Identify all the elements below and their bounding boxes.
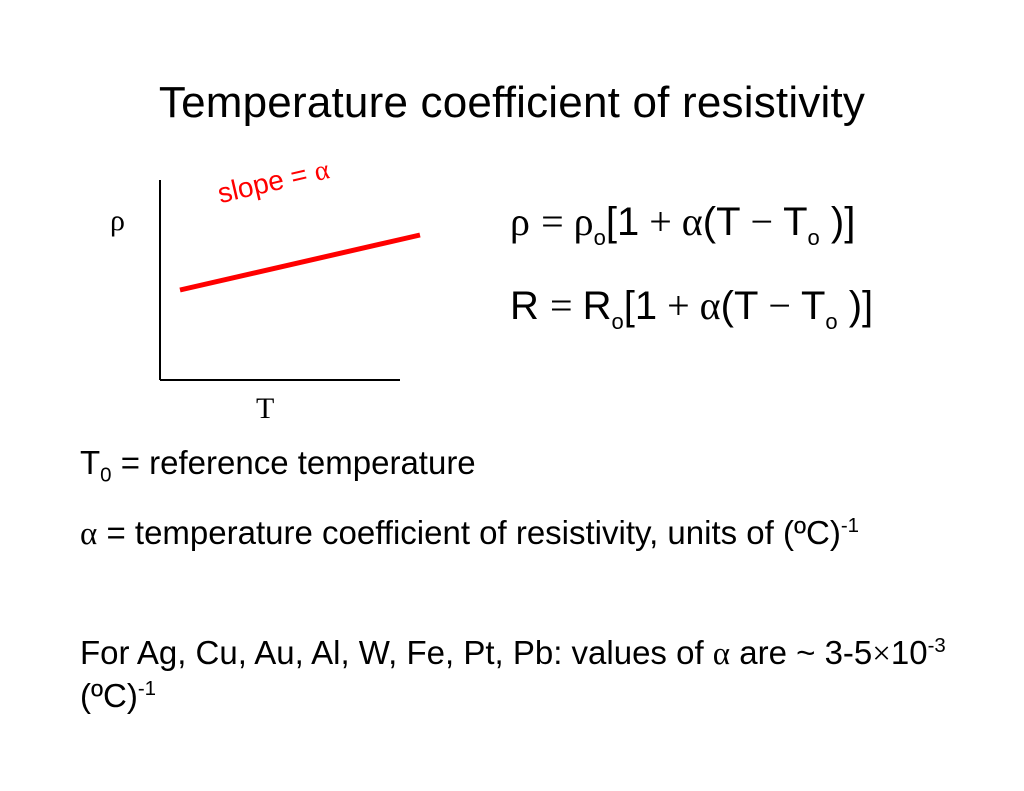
rho-lhs: ρ <box>510 199 530 244</box>
eq-equals: = <box>541 199 574 244</box>
eq-equals-2: = <box>550 283 583 328</box>
R-lhs: R <box>510 284 539 328</box>
equation-rho: ρ = ρo[1 + α(T − To )] <box>510 198 855 250</box>
R-bracket: [1 <box>624 284 657 328</box>
metals-base: 10 <box>891 634 928 671</box>
R-rhs: R <box>583 284 612 328</box>
rho-close: )] <box>820 200 856 244</box>
slide: Temperature coefficient of resistivity ρ… <box>0 0 1024 791</box>
alpha-def-symbol: α <box>80 516 97 552</box>
y-axis-label: ρ <box>110 204 125 238</box>
R-close: )] <box>838 284 874 328</box>
resistivity-chart <box>150 170 430 390</box>
T0-text: = reference temperature <box>112 444 476 481</box>
rho-open: ( <box>703 200 716 244</box>
page-title: Temperature coefficient of resistivity <box>0 78 1024 128</box>
rho-sub: o <box>594 225 606 250</box>
R-sub: o <box>611 309 623 334</box>
metals-times: × <box>872 636 891 672</box>
T0-sub: 0 <box>100 464 111 487</box>
definition-T0: T0 = reference temperature <box>80 442 950 489</box>
metals-unit-exp: -1 <box>138 677 156 700</box>
rho-bracket: [1 <box>606 200 639 244</box>
alpha-def-exp: -1 <box>841 514 859 537</box>
rho-rhs: ρ <box>574 199 594 244</box>
alpha-def-text: = temperature coefficient of resistivity… <box>97 514 841 551</box>
rho-T: T <box>716 200 740 244</box>
R-alpha: α <box>700 283 721 328</box>
rho-T2: T <box>783 200 807 244</box>
rho-minus: − <box>741 199 784 244</box>
R-open: ( <box>721 284 734 328</box>
metals-prefix: For Ag, Cu, Au, Al, W, Fe, Pt, Pb: value… <box>80 634 713 671</box>
R-minus: − <box>758 283 801 328</box>
rho-Tsub: o <box>808 225 820 250</box>
R-T: T <box>734 284 758 328</box>
metals-mid: are ~ 3-5 <box>730 634 872 671</box>
metals-exp: -3 <box>928 634 946 657</box>
slope-line <box>180 235 420 290</box>
R-Tsub: o <box>825 309 837 334</box>
rho-plus: + <box>639 199 682 244</box>
chart-svg <box>150 170 430 390</box>
metals-alpha: α <box>713 636 730 672</box>
R-plus: + <box>657 283 700 328</box>
metals-note: For Ag, Cu, Au, Al, W, Fe, Pt, Pb: value… <box>80 632 950 717</box>
R-T2: T <box>801 284 825 328</box>
equation-R: R = Ro[1 + α(T − To )] <box>510 282 873 334</box>
definition-alpha: α = temperature coefficient of resistivi… <box>80 512 950 555</box>
x-axis-label: T <box>256 392 274 426</box>
rho-alpha: α <box>682 199 703 244</box>
T0-symbol: T <box>80 444 100 481</box>
metals-unit: (ºC) <box>80 677 138 714</box>
